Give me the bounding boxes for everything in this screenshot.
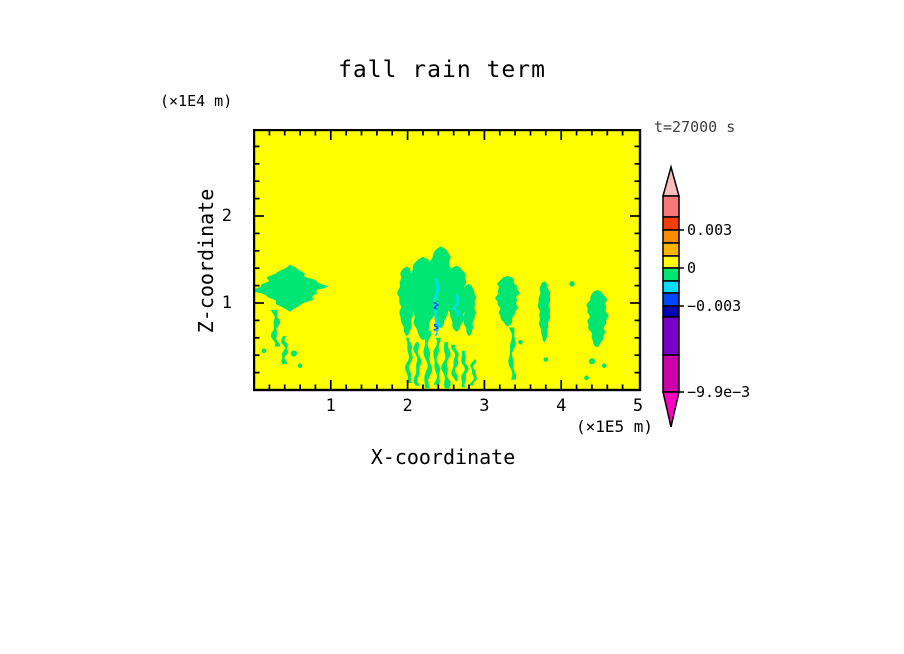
x-axis-title: X-coordinate <box>370 445 516 469</box>
contour-filament <box>433 323 439 331</box>
colorbar-segment <box>662 216 680 231</box>
contour-filament <box>433 337 441 385</box>
contour-filament <box>453 294 460 317</box>
x-axis-tick-labels: 1 2 3 4 5 <box>253 396 643 418</box>
axis-ticks <box>255 131 639 389</box>
colorbar <box>662 164 684 428</box>
contour-filament <box>441 342 451 389</box>
z-axis-title: Z-coordinate <box>194 188 218 334</box>
colorbar-labels: 0.003 0 −0.003 −9.9e−3 <box>687 0 777 654</box>
colorbar-arrow-up <box>662 164 680 197</box>
z-tick-label: 2 <box>221 206 232 226</box>
z-tick-label: 1 <box>221 293 232 313</box>
colorbar-segment <box>662 229 680 244</box>
contour-speck <box>569 281 575 287</box>
contour-filament <box>423 330 433 389</box>
contour-blob <box>445 265 468 332</box>
contour-speck <box>601 363 607 368</box>
contour-filament <box>451 344 459 382</box>
contour-speck <box>518 339 523 345</box>
z-axis-unit-label: (×1E4 m) <box>160 92 233 110</box>
contour-blob <box>397 266 416 337</box>
contour-blob <box>409 256 437 341</box>
contour-filament <box>281 336 289 364</box>
contour-filament <box>413 342 422 386</box>
contour-filament <box>461 350 469 388</box>
contour-filament <box>433 302 440 310</box>
x-tick-label: 4 <box>556 396 567 416</box>
contour-plot-canvas <box>253 129 642 392</box>
contour-blob <box>255 264 328 312</box>
contour-filament <box>508 327 517 380</box>
colorbar-segment <box>662 242 680 257</box>
x-tick-label: 5 <box>632 396 644 416</box>
contour-blob <box>495 276 520 327</box>
contour-speck <box>261 348 267 354</box>
colorbar-segment <box>662 305 680 318</box>
plot-frame <box>253 129 642 392</box>
colorbar-value-label: −0.003 <box>687 297 742 315</box>
colorbar-segment <box>662 316 680 356</box>
contour-speck <box>584 375 589 381</box>
contour-filament <box>270 310 281 347</box>
plot-title: fall rain term <box>338 57 546 83</box>
contour-speck <box>543 357 549 362</box>
colorbar-value-label: 0.003 <box>687 221 733 239</box>
colorbar-segment <box>662 280 680 294</box>
colorbar-arrow-down <box>662 391 680 428</box>
contour-regions <box>255 246 609 389</box>
colorbar-segment <box>662 255 680 269</box>
colorbar-segment <box>662 292 680 307</box>
contour-speck <box>588 358 595 365</box>
colorbar-segment <box>662 354 680 393</box>
x-tick-label: 3 <box>479 396 490 416</box>
x-axis-unit-label: (×1E5 m) <box>575 417 653 436</box>
x-tick-label: 2 <box>402 396 413 416</box>
contour-filament <box>404 337 413 383</box>
contour-speck <box>290 350 298 357</box>
colorbar-value-label: 0 <box>687 259 697 277</box>
colorbar-value-label: −9.9e−3 <box>687 383 751 401</box>
contour-speck <box>297 363 303 368</box>
contour-blob <box>537 281 551 343</box>
contour-blob <box>586 290 609 348</box>
colorbar-segment <box>662 267 680 282</box>
contour-blob <box>461 283 477 337</box>
contour-filament <box>470 359 477 386</box>
time-annotation: t=27000 s <box>654 118 736 136</box>
colorbar-segment <box>662 195 680 218</box>
x-tick-label: 1 <box>325 396 336 416</box>
